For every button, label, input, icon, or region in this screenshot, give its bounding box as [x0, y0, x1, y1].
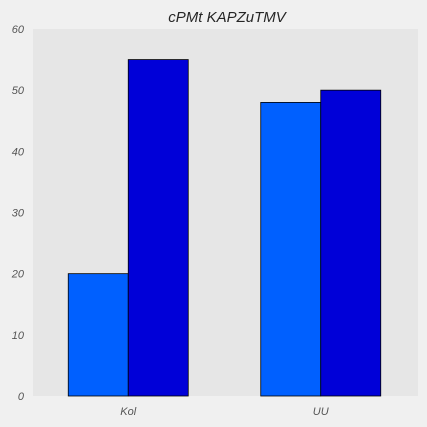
- chart-title: cPMt KAPZuTMV: [168, 9, 288, 26]
- x-tick-label: Kol: [120, 406, 136, 418]
- bars: [67, 59, 382, 397]
- y-tick-label: 50: [12, 85, 25, 97]
- y-tick-label: 20: [11, 269, 25, 281]
- y-tick-label: 10: [12, 330, 25, 342]
- y-tick-label: 60: [12, 24, 25, 36]
- x-tick-label: UU: [313, 406, 329, 418]
- y-axis-ticks: 0 10 20 30 40 50 60: [11, 24, 25, 403]
- bar: [320, 89, 382, 397]
- y-tick-label: 40: [12, 146, 25, 158]
- bar: [127, 59, 189, 397]
- y-tick-label: 0: [18, 391, 25, 403]
- bar: [260, 102, 322, 397]
- x-axis-ticks: Kol UU: [120, 406, 328, 418]
- y-tick-label: 30: [12, 208, 25, 220]
- bar: [67, 273, 129, 397]
